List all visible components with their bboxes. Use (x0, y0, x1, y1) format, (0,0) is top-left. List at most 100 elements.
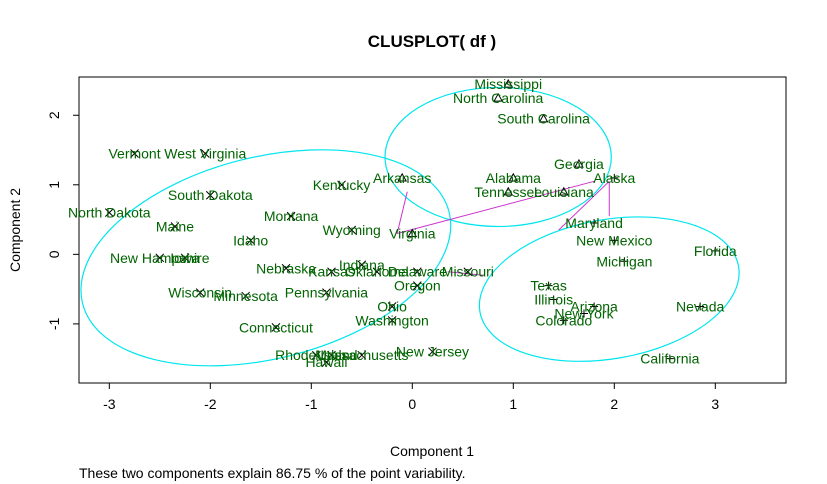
point-marker-14 (170, 222, 180, 231)
point-label-35: Pennsylvania (285, 285, 368, 301)
variability-footer: These two components explain 86.75 % of … (79, 465, 466, 481)
point-marker-40 (387, 302, 397, 311)
point-marker-28 (610, 236, 619, 245)
point-marker-22 (281, 263, 291, 273)
point-marker-30 (620, 257, 629, 266)
x-tick-label-6: 3 (711, 396, 719, 412)
x-tick-label-5: 2 (610, 396, 618, 412)
point-marker-48 (322, 357, 331, 367)
point-marker-37 (590, 302, 599, 311)
chart-title: CLUSPLOT( df ) (368, 32, 496, 51)
x-tick-label-4: 1 (509, 396, 517, 412)
point-marker-31 (544, 281, 553, 290)
point-marker-35 (322, 288, 331, 297)
point-marker-7 (558, 186, 569, 196)
point-marker-2 (538, 113, 549, 123)
cluster-ellipse-1 (80, 149, 452, 367)
point-label-28: New Mexico (576, 232, 652, 248)
point-label-6: Tennessee (474, 184, 542, 200)
point-marker-36 (549, 295, 558, 304)
point-marker-8 (397, 172, 408, 182)
point-marker-29 (711, 246, 720, 255)
point-label-7: Louisiana (534, 184, 594, 200)
point-marker-16 (347, 225, 357, 235)
point-label-29: Florida (694, 243, 737, 259)
point-label-27: Missouri (442, 264, 494, 280)
point-marker-39 (696, 302, 705, 311)
point-marker-24 (357, 260, 367, 270)
point-marker-44 (428, 347, 437, 357)
point-marker-1 (493, 92, 503, 102)
point-marker-32 (412, 281, 422, 290)
point-label-8: Arkansas (373, 170, 431, 186)
point-label-37: Arizona (570, 299, 618, 315)
point-label-39: Nevada (676, 299, 724, 315)
point-label-19: Maryland (565, 215, 623, 231)
point-marker-0 (503, 78, 514, 88)
point-label-46: Massachusetts (315, 347, 408, 363)
point-label-38: New York (554, 305, 614, 321)
point-label-1: North Carolina (453, 90, 543, 106)
point-marker-12 (337, 180, 346, 190)
point-marker-41 (387, 316, 397, 325)
point-marker-47 (327, 350, 336, 360)
point-label-47: Utah (317, 347, 347, 363)
point-marker-33 (195, 288, 205, 297)
point-marker-10 (200, 149, 210, 158)
point-marker-3 (574, 158, 584, 168)
point-label-15: Montana (264, 208, 319, 224)
x-axis-label: Component 1 (390, 443, 474, 459)
point-marker-15 (286, 211, 296, 221)
cluster-ellipse-3 (478, 216, 740, 362)
point-label-0: Mississippi (474, 76, 542, 92)
point-label-24: Indiana (339, 257, 385, 273)
cluster-link-2 (396, 191, 408, 234)
point-label-36: Illinois (534, 292, 573, 308)
point-label-48: Hawaii (305, 354, 347, 370)
point-marker-25 (372, 267, 382, 277)
x-tick-label-1: -2 (204, 396, 217, 412)
point-label-40: Ohio (377, 299, 407, 315)
point-label-49: California (640, 351, 699, 367)
x-tick-label-3: 0 (408, 396, 416, 412)
x-tick-label-0: -3 (103, 396, 116, 412)
point-label-32: Oregon (394, 278, 441, 294)
point-marker-21 (180, 253, 190, 263)
point-label-34: Minnesota (213, 288, 278, 304)
y-tick-label-3: 2 (46, 111, 62, 119)
point-marker-9 (130, 149, 139, 158)
cluster-ellipse-2 (384, 86, 612, 228)
point-label-31: Texas (530, 278, 567, 294)
point-label-44: New Jersey (396, 344, 469, 360)
y-tick-label-2: 1 (46, 181, 62, 189)
point-label-41: Washington (355, 312, 428, 328)
point-marker-5 (610, 173, 619, 182)
point-marker-4 (508, 172, 519, 182)
point-label-14: Maine (156, 219, 194, 235)
cluster-link-3 (447, 271, 484, 276)
point-marker-11 (205, 190, 215, 200)
point-label-20: New Hampshire (110, 250, 210, 266)
point-label-30: Michigan (596, 253, 652, 269)
point-label-42: Colorado (535, 312, 592, 328)
point-label-5: Alaska (593, 170, 635, 186)
plot-frame (78, 76, 787, 384)
point-label-33: Wisconsin (168, 285, 232, 301)
point-marker-6 (503, 186, 514, 196)
point-label-12: Kentucky (313, 177, 371, 193)
cluster-link-4 (558, 180, 610, 231)
point-label-2: South Carolina (497, 111, 590, 127)
point-label-18: Idaho (233, 232, 268, 248)
x-tick-label-2: -1 (305, 396, 318, 412)
y-tick-label-1: 0 (46, 250, 62, 258)
y-axis-label: Component 2 (7, 188, 23, 272)
point-marker-26 (412, 267, 422, 277)
point-label-43: Connecticut (239, 319, 313, 335)
point-marker-18 (246, 236, 256, 245)
point-marker-13 (104, 208, 114, 217)
point-marker-20 (155, 253, 165, 263)
point-label-45: Rhode Island (275, 347, 358, 363)
point-marker-27 (463, 267, 473, 277)
point-marker-45 (311, 350, 321, 360)
point-label-4: Alabama (486, 170, 541, 186)
